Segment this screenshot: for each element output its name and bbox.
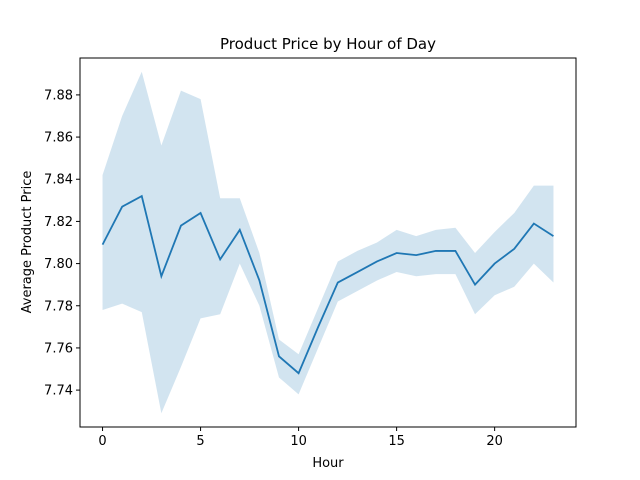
data-point-hour-16 <box>414 253 418 257</box>
x-axis-label: Hour <box>312 456 344 471</box>
data-point-hour-11 <box>316 325 320 329</box>
x-tick-label: 20 <box>486 434 503 449</box>
x-tick-label: 15 <box>388 434 405 449</box>
data-point-hour-18 <box>453 249 457 253</box>
data-point-hour-15 <box>395 251 399 255</box>
data-point-hour-2 <box>140 194 144 198</box>
y-tick-label: 7.80 <box>44 257 73 272</box>
plot-area <box>101 71 554 414</box>
y-tick-label: 7.82 <box>44 215 73 230</box>
y-tick-label: 7.76 <box>44 341 73 356</box>
data-point-hour-21 <box>512 247 516 251</box>
y-tick-label: 7.88 <box>44 88 73 103</box>
data-point-hour-22 <box>532 222 536 226</box>
x-tick-label: 10 <box>290 434 307 449</box>
data-point-hour-10 <box>297 371 301 375</box>
data-point-hour-8 <box>257 278 261 282</box>
data-point-hour-13 <box>355 270 359 274</box>
data-point-hour-17 <box>434 249 438 253</box>
data-point-hour-6 <box>218 257 222 261</box>
data-point-hour-9 <box>277 354 281 358</box>
y-tick-label: 7.78 <box>44 299 73 314</box>
y-axis-label: Average Product Price <box>20 171 35 314</box>
data-point-hour-5 <box>199 211 203 215</box>
chart-title: Product Price by Hour of Day <box>220 35 436 53</box>
confidence-band <box>102 71 554 414</box>
data-point-hour-20 <box>493 262 497 266</box>
y-tick-label: 7.86 <box>44 131 73 146</box>
data-point-hour-19 <box>473 283 477 287</box>
data-point-hour-1 <box>120 205 124 209</box>
data-point-hour-7 <box>238 228 242 232</box>
x-tick-label: 0 <box>98 434 106 449</box>
data-point-hour-12 <box>336 281 340 285</box>
data-point-hour-14 <box>375 259 379 263</box>
y-tick-label: 7.74 <box>44 384 73 399</box>
y-axis: 7.74 7.76 7.78 7.80 7.82 7.84 7.86 7.88 <box>44 88 80 399</box>
plot-frame <box>79 57 577 428</box>
x-axis: 0 5 10 15 20 <box>98 427 503 449</box>
data-point-hour-4 <box>179 224 183 228</box>
x-tick-label: 5 <box>196 434 204 449</box>
data-point-hour-23 <box>551 234 555 238</box>
series-line <box>101 194 554 375</box>
data-point-hour-0 <box>101 243 105 247</box>
y-tick-label: 7.84 <box>44 173 73 188</box>
data-point-hour-3 <box>159 274 163 278</box>
